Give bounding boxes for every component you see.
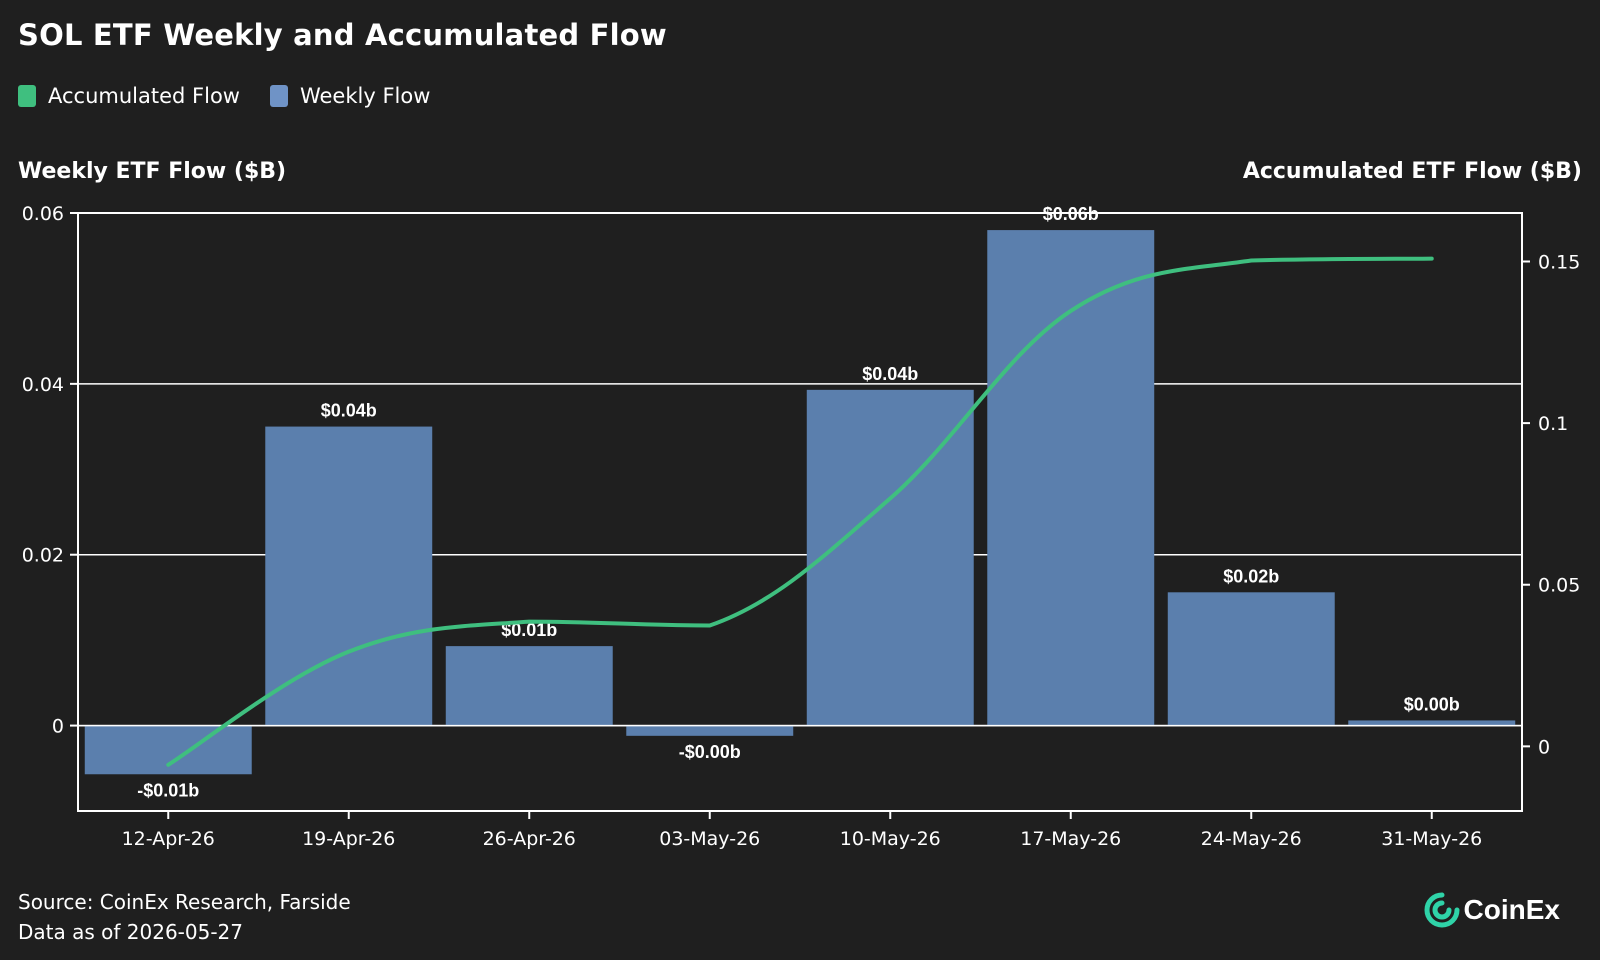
legend-swatch-accumulated bbox=[18, 85, 36, 107]
right-axis-tick-label: 0.1 bbox=[1538, 413, 1568, 435]
x-axis-tick-label: 17-May-26 bbox=[1020, 828, 1121, 850]
brand-logo: CoinEx bbox=[1424, 892, 1560, 928]
bar-data-label: $0.01b bbox=[501, 620, 557, 640]
bar-weekly-flow[interactable] bbox=[806, 389, 974, 726]
x-axis-tick-label: 31-May-26 bbox=[1381, 828, 1482, 850]
left-axis-tick-label: 0.04 bbox=[22, 374, 64, 396]
left-axis-title: Weekly ETF Flow ($B) bbox=[18, 159, 287, 184]
bar-weekly-flow[interactable] bbox=[265, 426, 433, 726]
bar-data-label: $0.06b bbox=[1043, 204, 1099, 224]
bar-weekly-flow[interactable] bbox=[987, 230, 1155, 726]
bar-weekly-flow[interactable] bbox=[1348, 720, 1516, 726]
bar-weekly-flow[interactable] bbox=[626, 725, 794, 736]
bar-data-label: $0.02b bbox=[1223, 566, 1279, 586]
bar-data-label: -$0.00b bbox=[679, 742, 741, 762]
chart-title: SOL ETF Weekly and Accumulated Flow bbox=[18, 18, 667, 52]
left-axis-tick-label: 0 bbox=[52, 716, 64, 738]
legend-item-accumulated[interactable]: Accumulated Flow bbox=[18, 84, 240, 108]
plot-frame bbox=[77, 212, 1523, 812]
data-date-text: Data as of 2026-05-27 bbox=[18, 920, 244, 944]
brand-name: CoinEx bbox=[1463, 894, 1560, 925]
legend-label-weekly: Weekly Flow bbox=[299, 84, 431, 108]
source-text: Source: CoinEx Research, Farside bbox=[18, 890, 351, 914]
x-axis-tick-label: 19-Apr-26 bbox=[302, 828, 395, 850]
legend-swatch-weekly bbox=[269, 85, 288, 107]
left-axis-tick-label: 0.06 bbox=[22, 203, 64, 225]
bar-data-label: $0.04b bbox=[862, 364, 918, 384]
bar-weekly-flow[interactable] bbox=[1167, 592, 1335, 726]
right-axis-title: Accumulated ETF Flow ($B) bbox=[1242, 159, 1582, 184]
x-axis-tick-label: 12-Apr-26 bbox=[122, 828, 215, 850]
x-axis-tick-label: 03-May-26 bbox=[659, 828, 760, 850]
x-axis-tick-label: 10-May-26 bbox=[840, 828, 941, 850]
bar-data-label: $0.04b bbox=[321, 401, 377, 421]
legend-label-accumulated: Accumulated Flow bbox=[48, 84, 240, 108]
x-axis-tick-label: 24-May-26 bbox=[1201, 828, 1302, 850]
line-accumulated-flow[interactable] bbox=[166, 256, 1434, 767]
coinex-logo-icon bbox=[1424, 892, 1460, 928]
bar-weekly-flow[interactable] bbox=[84, 725, 252, 775]
legend-item-weekly[interactable]: Weekly Flow bbox=[269, 84, 431, 108]
bar-data-label: -$0.01b bbox=[137, 780, 199, 800]
x-axis-tick-label: 26-Apr-26 bbox=[483, 828, 576, 850]
right-axis-tick-label: 0.05 bbox=[1538, 575, 1580, 597]
left-axis-tick-label: 0.02 bbox=[22, 545, 64, 567]
right-axis-tick-label: 0.15 bbox=[1538, 251, 1580, 273]
bar-weekly-flow[interactable] bbox=[445, 646, 613, 726]
right-axis-tick-label: 0 bbox=[1538, 736, 1550, 758]
legend: Accumulated Flow Weekly Flow bbox=[18, 84, 460, 108]
footer: Source: CoinEx Research, Farside Data as… bbox=[18, 887, 351, 947]
bar-data-label: $0.00b bbox=[1404, 694, 1460, 714]
